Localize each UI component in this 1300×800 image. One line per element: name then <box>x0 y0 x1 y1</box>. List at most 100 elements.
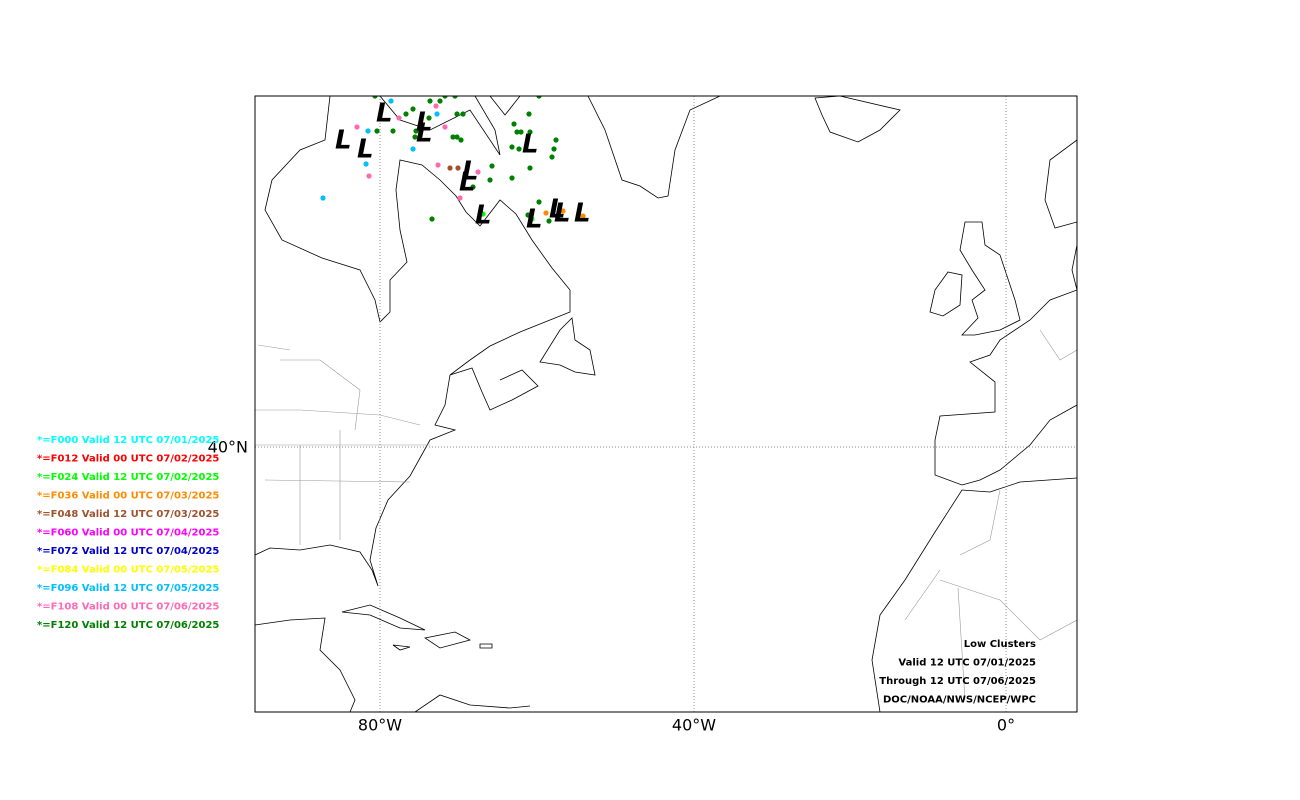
y-axis-label: 40°N <box>208 438 248 457</box>
coastline <box>489 96 521 116</box>
coastline <box>379 96 501 156</box>
cluster-point <box>480 211 486 217</box>
cluster-point <box>580 213 586 219</box>
cluster-point <box>549 154 555 160</box>
cluster-point <box>447 165 453 171</box>
cluster-point <box>442 124 448 130</box>
coastline <box>814 96 901 143</box>
annotation: Low Clusters Valid 12 UTC 07/01/2025 Throu… <box>879 639 1036 706</box>
cluster-point <box>390 128 396 134</box>
cluster-point <box>509 144 515 150</box>
cluster-point <box>516 146 522 152</box>
cluster-point <box>460 111 466 117</box>
cluster-point <box>413 128 419 134</box>
legend-entry: *=F048 Valid 12 UTC 07/03/2025 <box>37 509 219 520</box>
cluster-point <box>457 195 463 201</box>
cluster-point <box>509 175 515 181</box>
legend-entry: *=F024 Valid 12 UTC 07/02/2025 <box>37 472 219 483</box>
cluster-point <box>525 212 531 218</box>
country-border <box>904 329 1077 701</box>
cluster-point <box>536 96 542 99</box>
legend-entry: *=F072 Valid 12 UTC 07/04/2025 <box>37 546 219 557</box>
basemap: L L L L L L L L L L L L L <box>255 96 1077 712</box>
cluster-point <box>435 162 441 168</box>
cluster-point <box>372 96 378 99</box>
annotation-line: Through 12 UTC 07/06/2025 <box>879 676 1036 687</box>
legend-entry: *=F060 Valid 00 UTC 07/04/2025 <box>37 528 219 539</box>
legend-entry: *=F096 Valid 12 UTC 07/05/2025 <box>37 583 219 594</box>
low-symbol: L <box>376 99 393 129</box>
cluster-point <box>527 165 533 171</box>
low-symbol: L <box>475 201 492 231</box>
coastline <box>587 96 721 199</box>
coastline <box>539 317 596 376</box>
cluster-point <box>427 98 433 104</box>
legend-entry: *=F120 Valid 12 UTC 07/06/2025 <box>37 620 219 631</box>
coastline <box>959 221 1021 336</box>
coastline <box>934 289 1077 486</box>
low-symbol: L <box>574 199 591 229</box>
cluster-point <box>518 129 524 135</box>
cluster-point <box>475 169 481 175</box>
low-symbol: L <box>459 168 476 198</box>
low-symbol: L <box>416 108 433 138</box>
cluster-point <box>470 184 476 190</box>
coastline <box>1044 139 1077 291</box>
cluster-point <box>363 161 369 167</box>
cluster-points <box>320 96 586 224</box>
cluster-point <box>410 146 416 152</box>
cluster-point <box>536 199 542 205</box>
coastline <box>929 271 963 317</box>
cluster-point <box>433 103 439 109</box>
legend-entry: *=F012 Valid 00 UTC 07/02/2025 <box>37 454 219 465</box>
cluster-point <box>442 96 448 99</box>
coastline <box>255 374 457 587</box>
cluster-point <box>396 115 402 121</box>
low-symbol: L <box>522 130 539 160</box>
legend-entry: *=F000 Valid 12 UTC 07/01/2025 <box>37 435 219 446</box>
x-axis-label: 40°W <box>672 716 716 735</box>
cluster-point <box>546 218 552 224</box>
x-axis-label: 0° <box>997 716 1015 735</box>
cluster-point <box>543 210 549 216</box>
annotation-line: Low Clusters <box>964 639 1036 650</box>
annotation-line: DOC/NOAA/NWS/NCEP/WPC <box>883 695 1036 706</box>
low-symbol: L <box>554 199 571 229</box>
coastline <box>264 96 571 411</box>
cluster-point <box>374 128 380 134</box>
cluster-point <box>437 98 443 104</box>
cluster-point <box>354 124 360 130</box>
cluster-point <box>410 106 416 112</box>
cluster-point <box>320 195 326 201</box>
coastline <box>341 604 531 712</box>
low-symbol: L <box>416 119 433 149</box>
cluster-point <box>514 129 520 135</box>
cluster-point <box>511 121 517 127</box>
legend-entry: *=F084 Valid 00 UTC 07/05/2025 <box>37 565 219 576</box>
cluster-point <box>489 163 495 169</box>
low-symbol: L <box>549 195 566 225</box>
cluster-point <box>450 134 456 140</box>
cluster-point <box>426 115 432 121</box>
legend-entry: *=F108 Valid 00 UTC 07/06/2025 <box>37 602 219 613</box>
cluster-point <box>366 173 372 179</box>
x-axis-label: 80°W <box>358 716 402 735</box>
legend-entry: *=F036 Valid 00 UTC 07/03/2025 <box>37 491 219 502</box>
coastline <box>255 617 356 712</box>
cluster-point <box>454 134 460 140</box>
cluster-point <box>526 111 532 117</box>
coastline <box>871 477 1077 712</box>
cluster-point <box>388 98 394 104</box>
low-symbol: L <box>335 126 352 156</box>
cluster-point <box>455 165 461 171</box>
annotation-line: Valid 12 UTC 07/01/2025 <box>898 658 1036 669</box>
low-symbol: L <box>526 205 543 235</box>
cluster-point <box>452 96 458 99</box>
cluster-point <box>429 216 435 222</box>
state-border <box>255 344 430 545</box>
cluster-point <box>487 177 493 183</box>
low-symbol: L <box>462 157 479 187</box>
legend: *=F000 Valid 12 UTC 07/01/2025 *=F012 Val… <box>37 435 219 631</box>
cluster-point <box>527 129 533 135</box>
